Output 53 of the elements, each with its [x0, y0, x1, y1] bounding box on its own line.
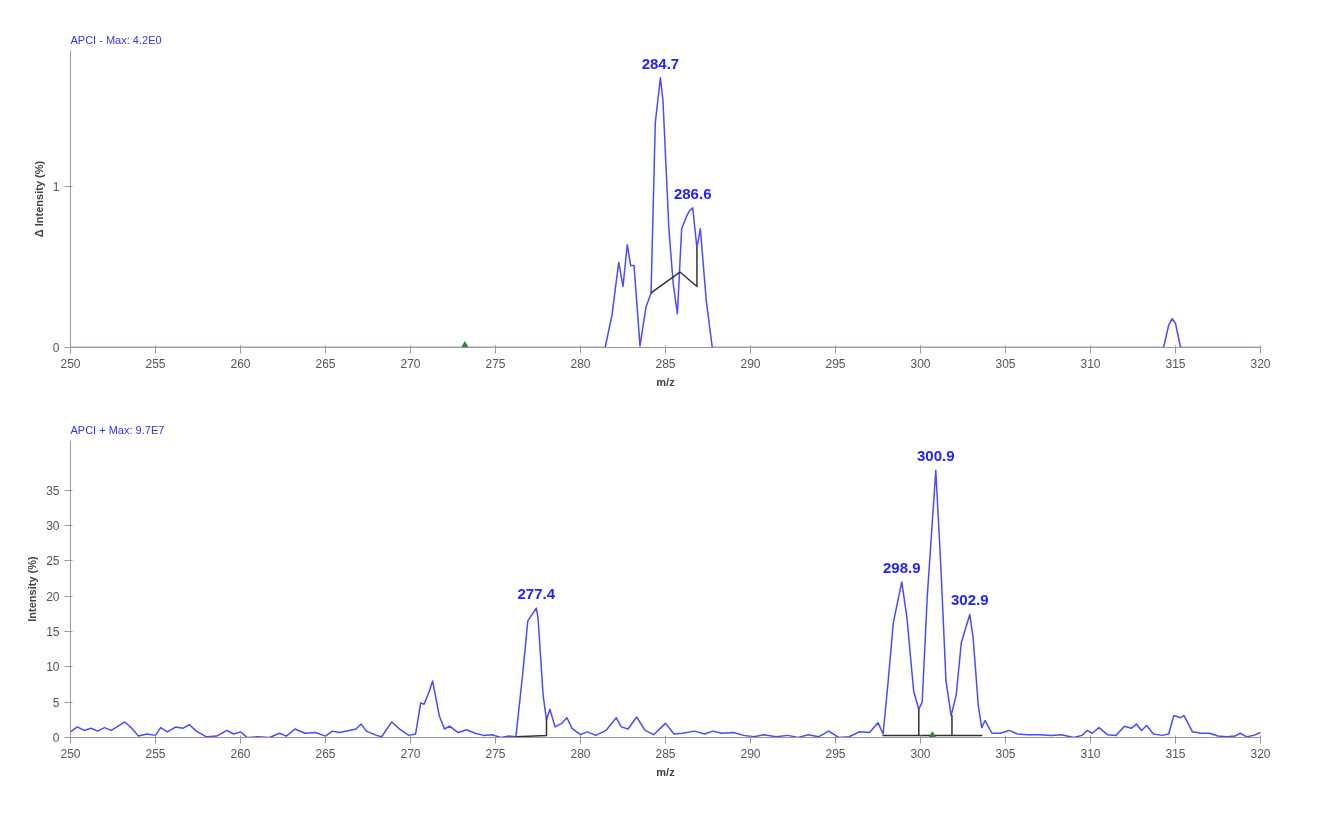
x-tick-label: 270	[400, 746, 421, 761]
x-tick-label: 255	[145, 356, 166, 371]
x-tick-label: 260	[230, 746, 251, 761]
y-tick-label: 5	[52, 695, 60, 710]
chart-title: APCI - Max: 4.2E0	[70, 33, 162, 46]
x-tick-label: 250	[60, 356, 81, 371]
x-tick-label: 315	[1165, 356, 1186, 371]
x-tick-label: 280	[570, 746, 591, 761]
y-tick-label: 10	[46, 660, 60, 675]
annotation: 302.9	[951, 591, 989, 609]
x-axis-title: m/z	[656, 375, 676, 388]
x-tick-label: 290	[740, 356, 761, 371]
annotation: 298.9	[883, 558, 921, 576]
x-tick-label: 280	[570, 356, 591, 371]
y-tick-label: 35	[46, 483, 60, 498]
x-tick-label: 260	[230, 356, 251, 371]
x-tick-label: 310	[1080, 356, 1101, 371]
y-tick-label: 0	[52, 341, 60, 355]
x-axis-title: m/z	[656, 765, 676, 778]
x-tick-label: 285	[655, 356, 676, 371]
x-tick-label: 305	[995, 356, 1016, 371]
x-tick-label: 305	[995, 746, 1016, 761]
y-axis-title: Δ Intensity (%)	[32, 160, 45, 238]
x-tick-label: 310	[1080, 746, 1101, 761]
y-tick-label: 20	[46, 589, 60, 604]
x-tick-label: 270	[400, 356, 421, 371]
x-tick-label: 290	[740, 746, 761, 761]
x-tick-label: 275	[485, 356, 506, 371]
chart-title: APCI + Max: 9.7E7	[70, 423, 165, 436]
x-tick-label: 320	[1250, 746, 1271, 761]
x-tick-label: 315	[1165, 746, 1186, 761]
x-tick-label: 320	[1250, 356, 1271, 371]
y-tick-label: 25	[46, 554, 60, 569]
annotation: 286.6	[673, 184, 712, 202]
y-axis-title: Intensity (%)	[26, 555, 39, 622]
x-tick-label: 300	[910, 746, 931, 761]
annotation: 277.4	[517, 585, 556, 603]
x-tick-label: 265	[315, 746, 336, 761]
x-tick-label: 255	[145, 746, 166, 761]
y-tick-label: 30	[46, 518, 60, 533]
x-tick-label: 275	[485, 746, 506, 761]
x-tick-label: 295	[825, 746, 846, 761]
y-tick-label: 1	[52, 180, 60, 195]
x-tick-label: 285	[655, 746, 676, 761]
x-tick-label: 250	[60, 746, 81, 761]
annotation: 284.7	[641, 54, 680, 72]
x-tick-label: 265	[315, 356, 336, 371]
y-tick-label: 0	[52, 731, 60, 745]
annotation: 300.9	[917, 447, 955, 465]
y-tick-label: 15	[46, 624, 60, 639]
x-tick-label: 295	[825, 356, 846, 371]
x-tick-label: 300	[910, 356, 931, 371]
line-series	[650, 247, 698, 294]
